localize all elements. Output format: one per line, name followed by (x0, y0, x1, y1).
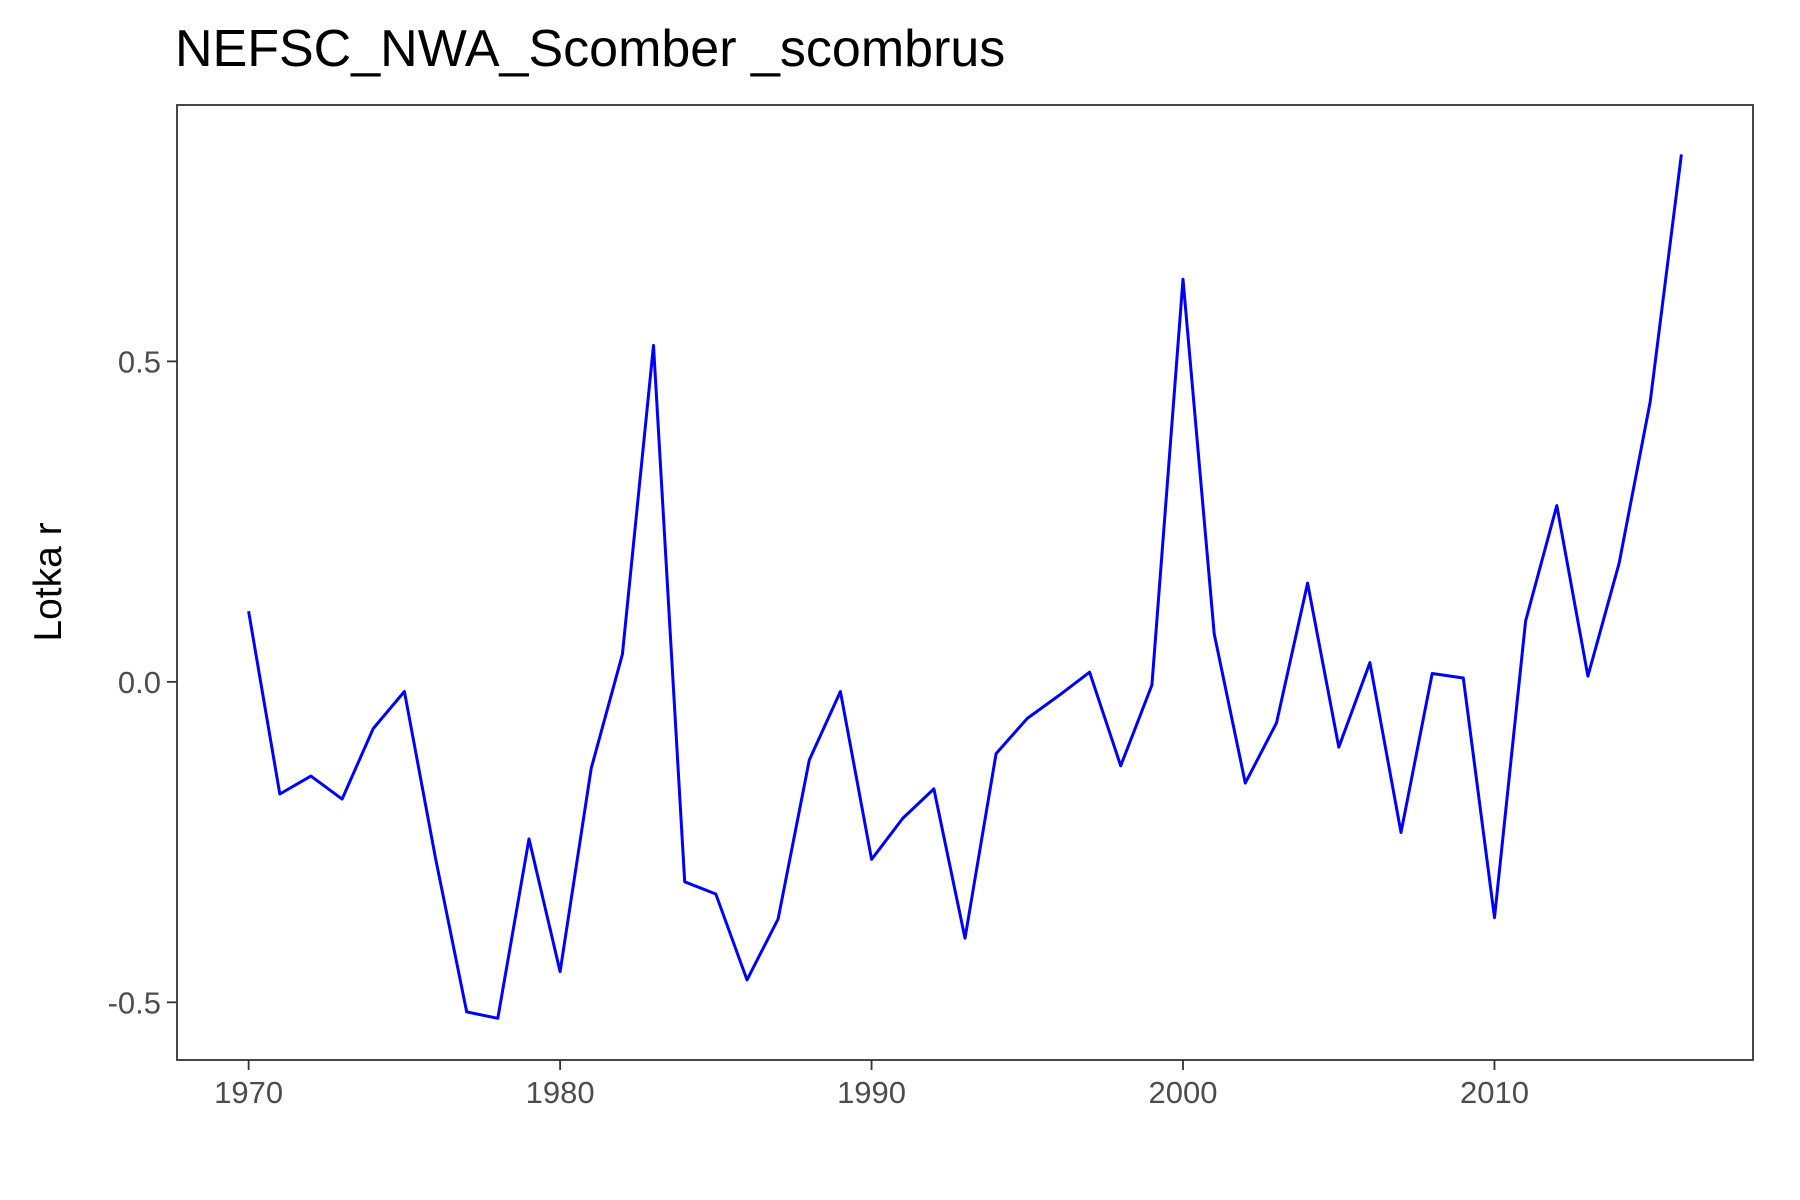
x-tick-label: 1970 (214, 1075, 283, 1110)
plot-panel (176, 104, 1754, 1061)
x-tick-label: 2000 (1149, 1075, 1218, 1110)
y-axis-title: Lotka r (27, 522, 70, 641)
x-tick-label: 1980 (526, 1075, 595, 1110)
chart-marks: 1970 1980 1990 2000 2010 -0.5 0.0 0.5 (108, 154, 1683, 1110)
x-tick-label: 2010 (1460, 1075, 1529, 1110)
y-tick-label: 0.5 (118, 344, 161, 379)
chart-title: NEFSC_NWA_Scomber _scombrus (175, 20, 1005, 78)
x-tick-label: 1990 (837, 1075, 906, 1110)
y-tick-label: -0.5 (108, 985, 161, 1020)
series-line (247, 154, 1683, 1020)
y-tick-label: 0.0 (118, 665, 161, 700)
